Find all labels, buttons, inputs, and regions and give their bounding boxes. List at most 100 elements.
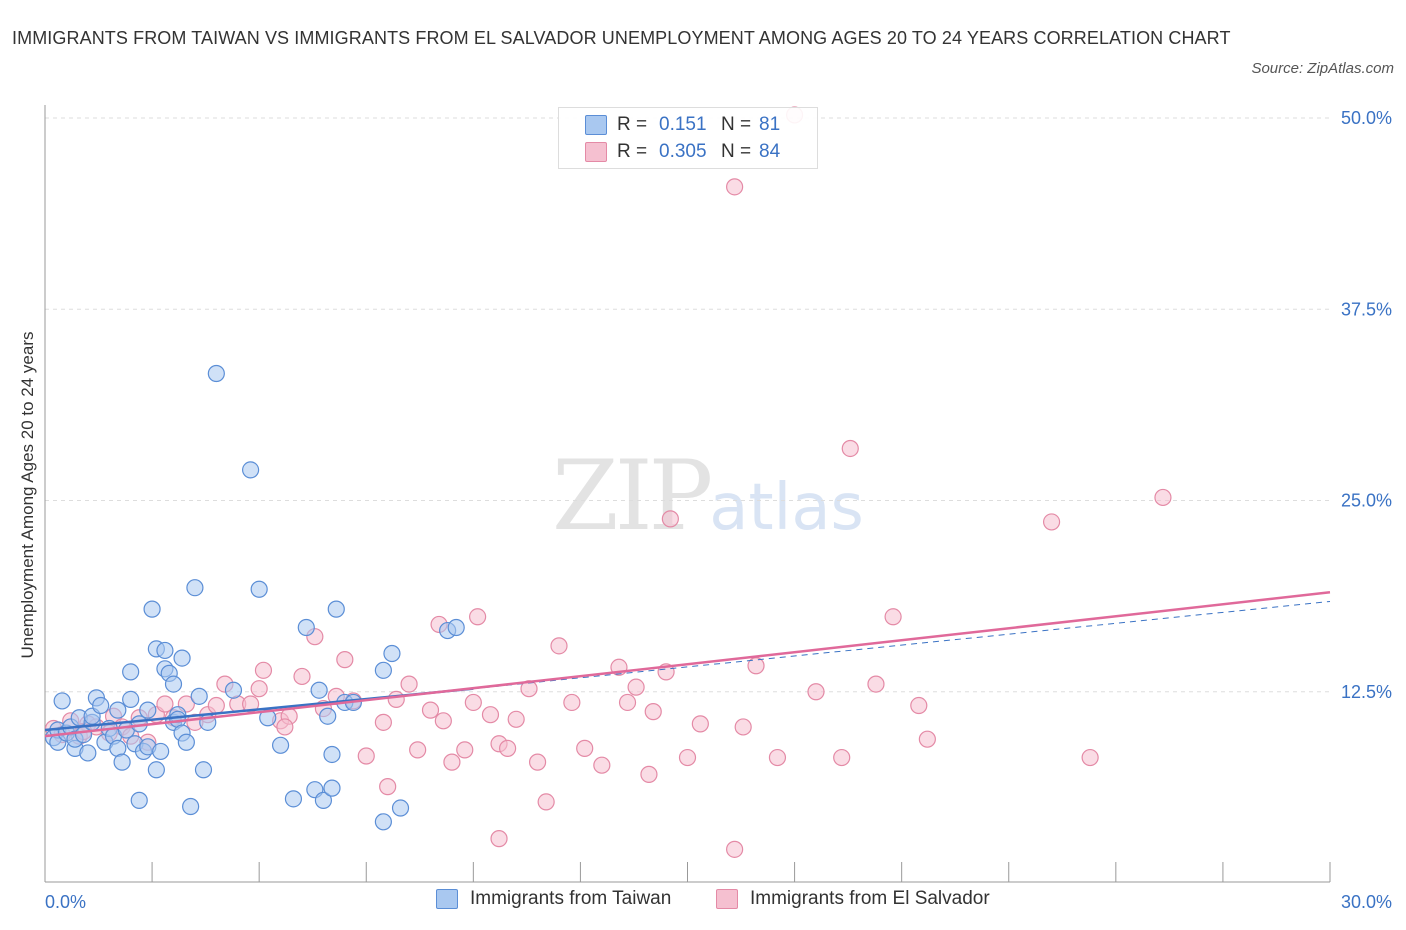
data-point-taiwan — [242, 461, 260, 479]
data-point-salvador — [867, 675, 885, 693]
data-point-taiwan — [323, 779, 341, 797]
data-point-salvador — [807, 683, 825, 701]
data-point-taiwan — [327, 600, 345, 618]
legend-item-taiwan[interactable]: Immigrants from Taiwan — [436, 888, 671, 910]
legend-r-value: 0.151 — [659, 114, 707, 135]
legend-label-taiwan: Immigrants from Taiwan — [470, 888, 672, 909]
data-point-salvador — [409, 741, 427, 759]
data-point-salvador — [481, 706, 500, 724]
data-point-salvador — [379, 778, 397, 796]
y-tick-label: 25.0% — [1341, 491, 1392, 511]
watermark: ZIPatlas — [552, 440, 864, 552]
data-point-salvador — [884, 608, 902, 626]
legend-n-label: N = — [721, 114, 752, 135]
data-point-taiwan — [92, 696, 110, 715]
data-point-taiwan — [122, 663, 140, 681]
data-point-salvador — [640, 765, 658, 783]
data-point-salvador — [661, 510, 679, 528]
data-point-salvador — [276, 718, 294, 736]
data-point-taiwan — [271, 736, 290, 754]
data-point-salvador — [254, 661, 273, 679]
data-point-taiwan — [130, 791, 148, 809]
data-point-salvador — [374, 713, 392, 731]
legend-swatch-taiwan — [585, 115, 607, 135]
data-point-salvador — [563, 693, 581, 712]
data-point-salvador — [726, 840, 744, 858]
data-point-taiwan — [182, 797, 200, 816]
data-point-salvador — [841, 439, 859, 458]
data-point-taiwan — [139, 701, 157, 719]
data-point-salvador — [456, 741, 474, 759]
data-point-taiwan — [297, 618, 315, 637]
data-point-salvador — [490, 830, 508, 848]
data-point-salvador — [550, 637, 568, 655]
data-point-taiwan — [143, 600, 161, 618]
data-point-taiwan — [323, 745, 341, 764]
data-point-taiwan — [250, 580, 268, 598]
data-point-salvador — [768, 748, 787, 767]
data-point-taiwan — [207, 364, 225, 383]
data-point-salvador — [576, 739, 594, 757]
trendline-taiwan-extension — [473, 600, 1331, 690]
data-point-salvador — [593, 756, 611, 774]
data-point-taiwan — [177, 733, 195, 751]
data-point-salvador — [726, 178, 744, 196]
y-axis-label: Unemployment Among Ages 20 to 24 years — [18, 331, 37, 659]
legend-n-value: 84 — [759, 141, 781, 162]
correlation-legend: R = 0.151 N = 81 R = 0.305 N = 84 — [558, 107, 818, 169]
data-point-taiwan — [319, 707, 337, 725]
watermark-atlas: atlas — [709, 471, 864, 545]
data-point-salvador — [618, 693, 637, 712]
legend-swatch-salvador — [585, 142, 607, 162]
data-point-salvador — [156, 695, 174, 713]
legend-n-label: N = — [721, 141, 752, 162]
data-point-taiwan — [109, 701, 127, 719]
data-point-taiwan — [122, 690, 140, 709]
data-point-taiwan — [53, 692, 71, 710]
data-point-taiwan — [310, 681, 328, 699]
data-point-salvador — [644, 703, 662, 721]
data-point-taiwan — [190, 687, 208, 705]
data-point-taiwan — [391, 799, 410, 817]
data-point-salvador — [910, 696, 928, 715]
data-point-taiwan — [447, 618, 465, 637]
data-point-salvador — [387, 690, 405, 709]
data-point-salvador — [691, 715, 709, 733]
data-point-taiwan — [284, 790, 303, 808]
legend-swatch-salvador — [716, 889, 738, 909]
series-legend: Immigrants from Taiwan Immigrants from E… — [0, 888, 1406, 916]
data-point-taiwan — [224, 681, 243, 699]
data-point-taiwan — [156, 641, 174, 660]
data-point-taiwan — [194, 761, 213, 779]
x-tick-label: 0.0% — [45, 892, 86, 912]
data-point-salvador — [528, 753, 547, 771]
legend-item-salvador[interactable]: Immigrants from El Salvador — [716, 888, 990, 910]
legend-r-label: R = — [617, 141, 648, 162]
chart-title: IMMIGRANTS FROM TAIWAN VS IMMIGRANTS FRO… — [12, 28, 1231, 48]
data-point-taiwan — [164, 675, 183, 693]
legend-n-value: 81 — [759, 114, 781, 135]
data-point-salvador — [627, 678, 645, 696]
legend-swatch-taiwan — [436, 889, 458, 909]
data-point-taiwan — [147, 761, 165, 779]
data-point-taiwan — [383, 644, 401, 663]
data-point-taiwan — [314, 791, 333, 809]
data-point-salvador — [357, 747, 375, 765]
trendline-salvador — [44, 591, 1331, 738]
legend-r-label: R = — [617, 114, 648, 135]
data-point-taiwan — [374, 661, 392, 679]
data-point-taiwan — [173, 649, 191, 667]
data-point-taiwan — [186, 579, 204, 597]
data-point-taiwan — [152, 742, 170, 761]
data-point-salvador — [421, 701, 440, 719]
data-point-salvador — [507, 710, 525, 728]
source-label: Source: ZipAtlas.com — [1251, 60, 1394, 77]
data-point-salvador — [400, 675, 418, 693]
legend-row-taiwan: R = 0.151 N = 81 — [585, 112, 780, 138]
data-point-salvador — [207, 696, 225, 715]
data-point-salvador — [464, 693, 482, 712]
data-point-salvador — [537, 793, 555, 811]
data-point-salvador — [1042, 513, 1061, 531]
data-point-salvador — [499, 739, 517, 757]
x-tick-label: 30.0% — [1341, 892, 1392, 912]
